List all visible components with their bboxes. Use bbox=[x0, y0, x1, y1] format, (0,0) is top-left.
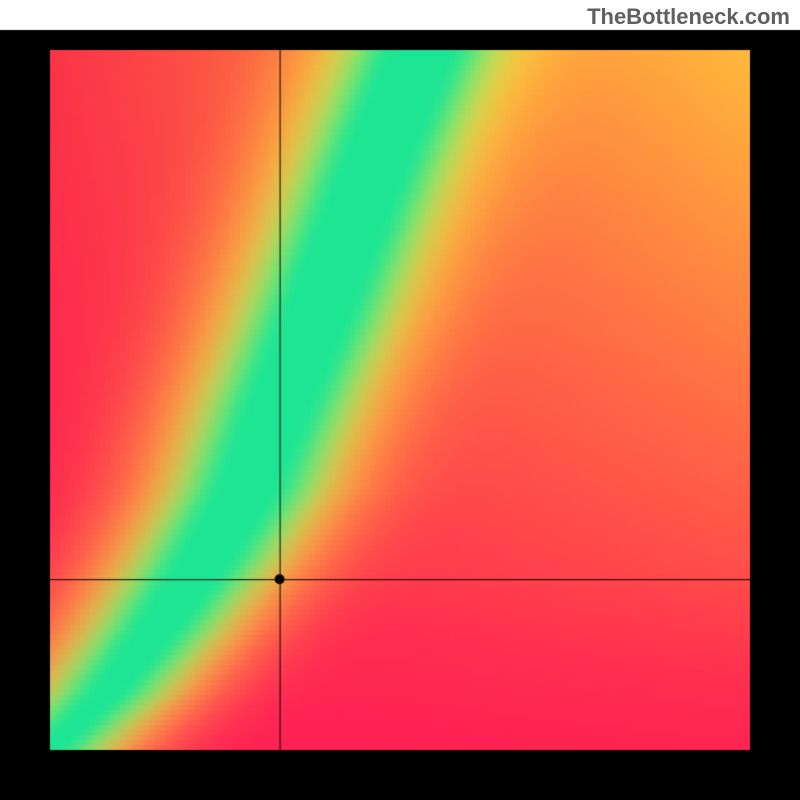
watermark: TheBottleneck.com bbox=[587, 4, 790, 30]
chart-container: TheBottleneck.com bbox=[0, 0, 800, 800]
heatmap-canvas bbox=[0, 0, 800, 800]
